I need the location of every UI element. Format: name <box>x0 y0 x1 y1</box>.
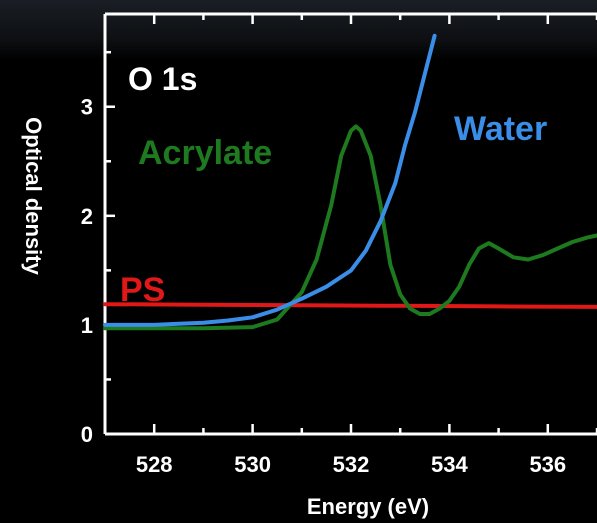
y-tick-label: 1 <box>81 313 93 338</box>
axes: 528 530 532 534 536 0 1 2 3 <box>81 12 597 477</box>
y-axis-title: Optical density <box>21 117 46 275</box>
y-tick-label: 3 <box>81 95 93 120</box>
x-tick-label: 530 <box>234 452 271 477</box>
x-tick-label: 536 <box>529 452 566 477</box>
x-tick-label: 534 <box>431 452 468 477</box>
legend-label-acrylate: Acrylate <box>138 134 272 172</box>
y-tick-label: 0 <box>81 422 93 447</box>
legend-label-ps: PS <box>120 271 165 309</box>
series-line-acrylate <box>103 124 597 331</box>
series-line-ps <box>103 302 597 309</box>
x-tick-label: 532 <box>333 452 370 477</box>
x-tick-label: 528 <box>136 452 173 477</box>
series-line-water <box>103 33 437 327</box>
series-lines <box>103 33 597 331</box>
panel-title: O 1s <box>128 61 197 97</box>
labels: O 1s Water Acrylate PS Energy (eV) Optic… <box>21 61 547 519</box>
legend-label-water: Water <box>454 110 547 148</box>
x-axis-title: Energy (eV) <box>307 494 429 519</box>
y-tick-label: 2 <box>81 204 93 229</box>
